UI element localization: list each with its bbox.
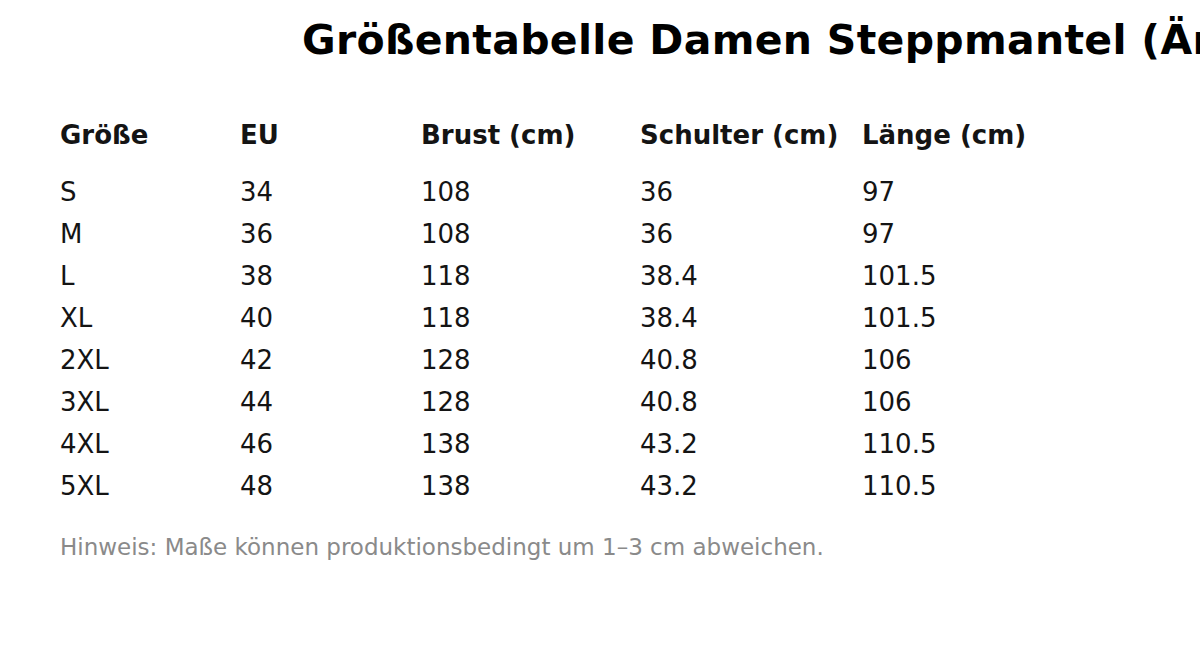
table-cell: 110.5 xyxy=(862,471,1140,501)
table-cell: L xyxy=(60,261,240,291)
table-cell: 43.2 xyxy=(640,429,862,459)
table-cell: M xyxy=(60,219,240,249)
table-cell: 2XL xyxy=(60,345,240,375)
table-row: 4XL 46 138 43.2 110.5 xyxy=(60,423,1160,465)
table-cell: 108 xyxy=(421,177,640,207)
table-cell: 38.4 xyxy=(640,261,862,291)
table-row: S 34 108 36 97 xyxy=(60,171,1160,213)
table-cell: 46 xyxy=(240,429,421,459)
table-cell: 38.4 xyxy=(640,303,862,333)
column-header-groesse: Größe xyxy=(60,120,240,150)
table-cell: 3XL xyxy=(60,387,240,417)
table-cell: 106 xyxy=(862,387,1140,417)
table-row: L 38 118 38.4 101.5 xyxy=(60,255,1160,297)
table-cell: 118 xyxy=(421,303,640,333)
table-cell: 106 xyxy=(862,345,1140,375)
table-row: 2XL 42 128 40.8 106 xyxy=(60,339,1160,381)
size-table: Größe EU Brust (cm) Schulter (cm) Länge … xyxy=(60,114,1160,507)
table-cell: 34 xyxy=(240,177,421,207)
table-cell: 4XL xyxy=(60,429,240,459)
column-header-laenge: Länge (cm) xyxy=(862,120,1140,150)
table-header-row: Größe EU Brust (cm) Schulter (cm) Länge … xyxy=(60,114,1160,156)
table-cell: 48 xyxy=(240,471,421,501)
table-cell: 36 xyxy=(640,219,862,249)
note-text: Hinweis: Maße können produktionsbedingt … xyxy=(60,535,824,559)
table-cell: 42 xyxy=(240,345,421,375)
table-row: 3XL 44 128 40.8 106 xyxy=(60,381,1160,423)
table-cell: 40 xyxy=(240,303,421,333)
table-cell: S xyxy=(60,177,240,207)
table-cell: 97 xyxy=(862,219,1140,249)
table-row: 5XL 48 138 43.2 110.5 xyxy=(60,465,1160,507)
table-cell: 38 xyxy=(240,261,421,291)
table-cell: 118 xyxy=(421,261,640,291)
table-cell: 36 xyxy=(240,219,421,249)
table-cell: 5XL xyxy=(60,471,240,501)
table-cell: 44 xyxy=(240,387,421,417)
table-cell: 101.5 xyxy=(862,303,1140,333)
table-cell: 138 xyxy=(421,471,640,501)
table-cell: 128 xyxy=(421,387,640,417)
table-row: M 36 108 36 97 xyxy=(60,213,1160,255)
column-header-schulter: Schulter (cm) xyxy=(640,120,862,150)
table-cell: 36 xyxy=(640,177,862,207)
table-cell: 40.8 xyxy=(640,387,862,417)
table-cell: XL xyxy=(60,303,240,333)
table-row: XL 40 118 38.4 101.5 xyxy=(60,297,1160,339)
table-cell: 101.5 xyxy=(862,261,1140,291)
column-header-brust: Brust (cm) xyxy=(421,120,640,150)
table-cell: 138 xyxy=(421,429,640,459)
column-header-eu: EU xyxy=(240,120,421,150)
table-cell: 97 xyxy=(862,177,1140,207)
table-cell: 40.8 xyxy=(640,345,862,375)
page-title: Größentabelle Damen Steppmantel (Ärm xyxy=(302,16,1200,64)
table-cell: 108 xyxy=(421,219,640,249)
table-cell: 110.5 xyxy=(862,429,1140,459)
table-cell: 128 xyxy=(421,345,640,375)
table-cell: 43.2 xyxy=(640,471,862,501)
